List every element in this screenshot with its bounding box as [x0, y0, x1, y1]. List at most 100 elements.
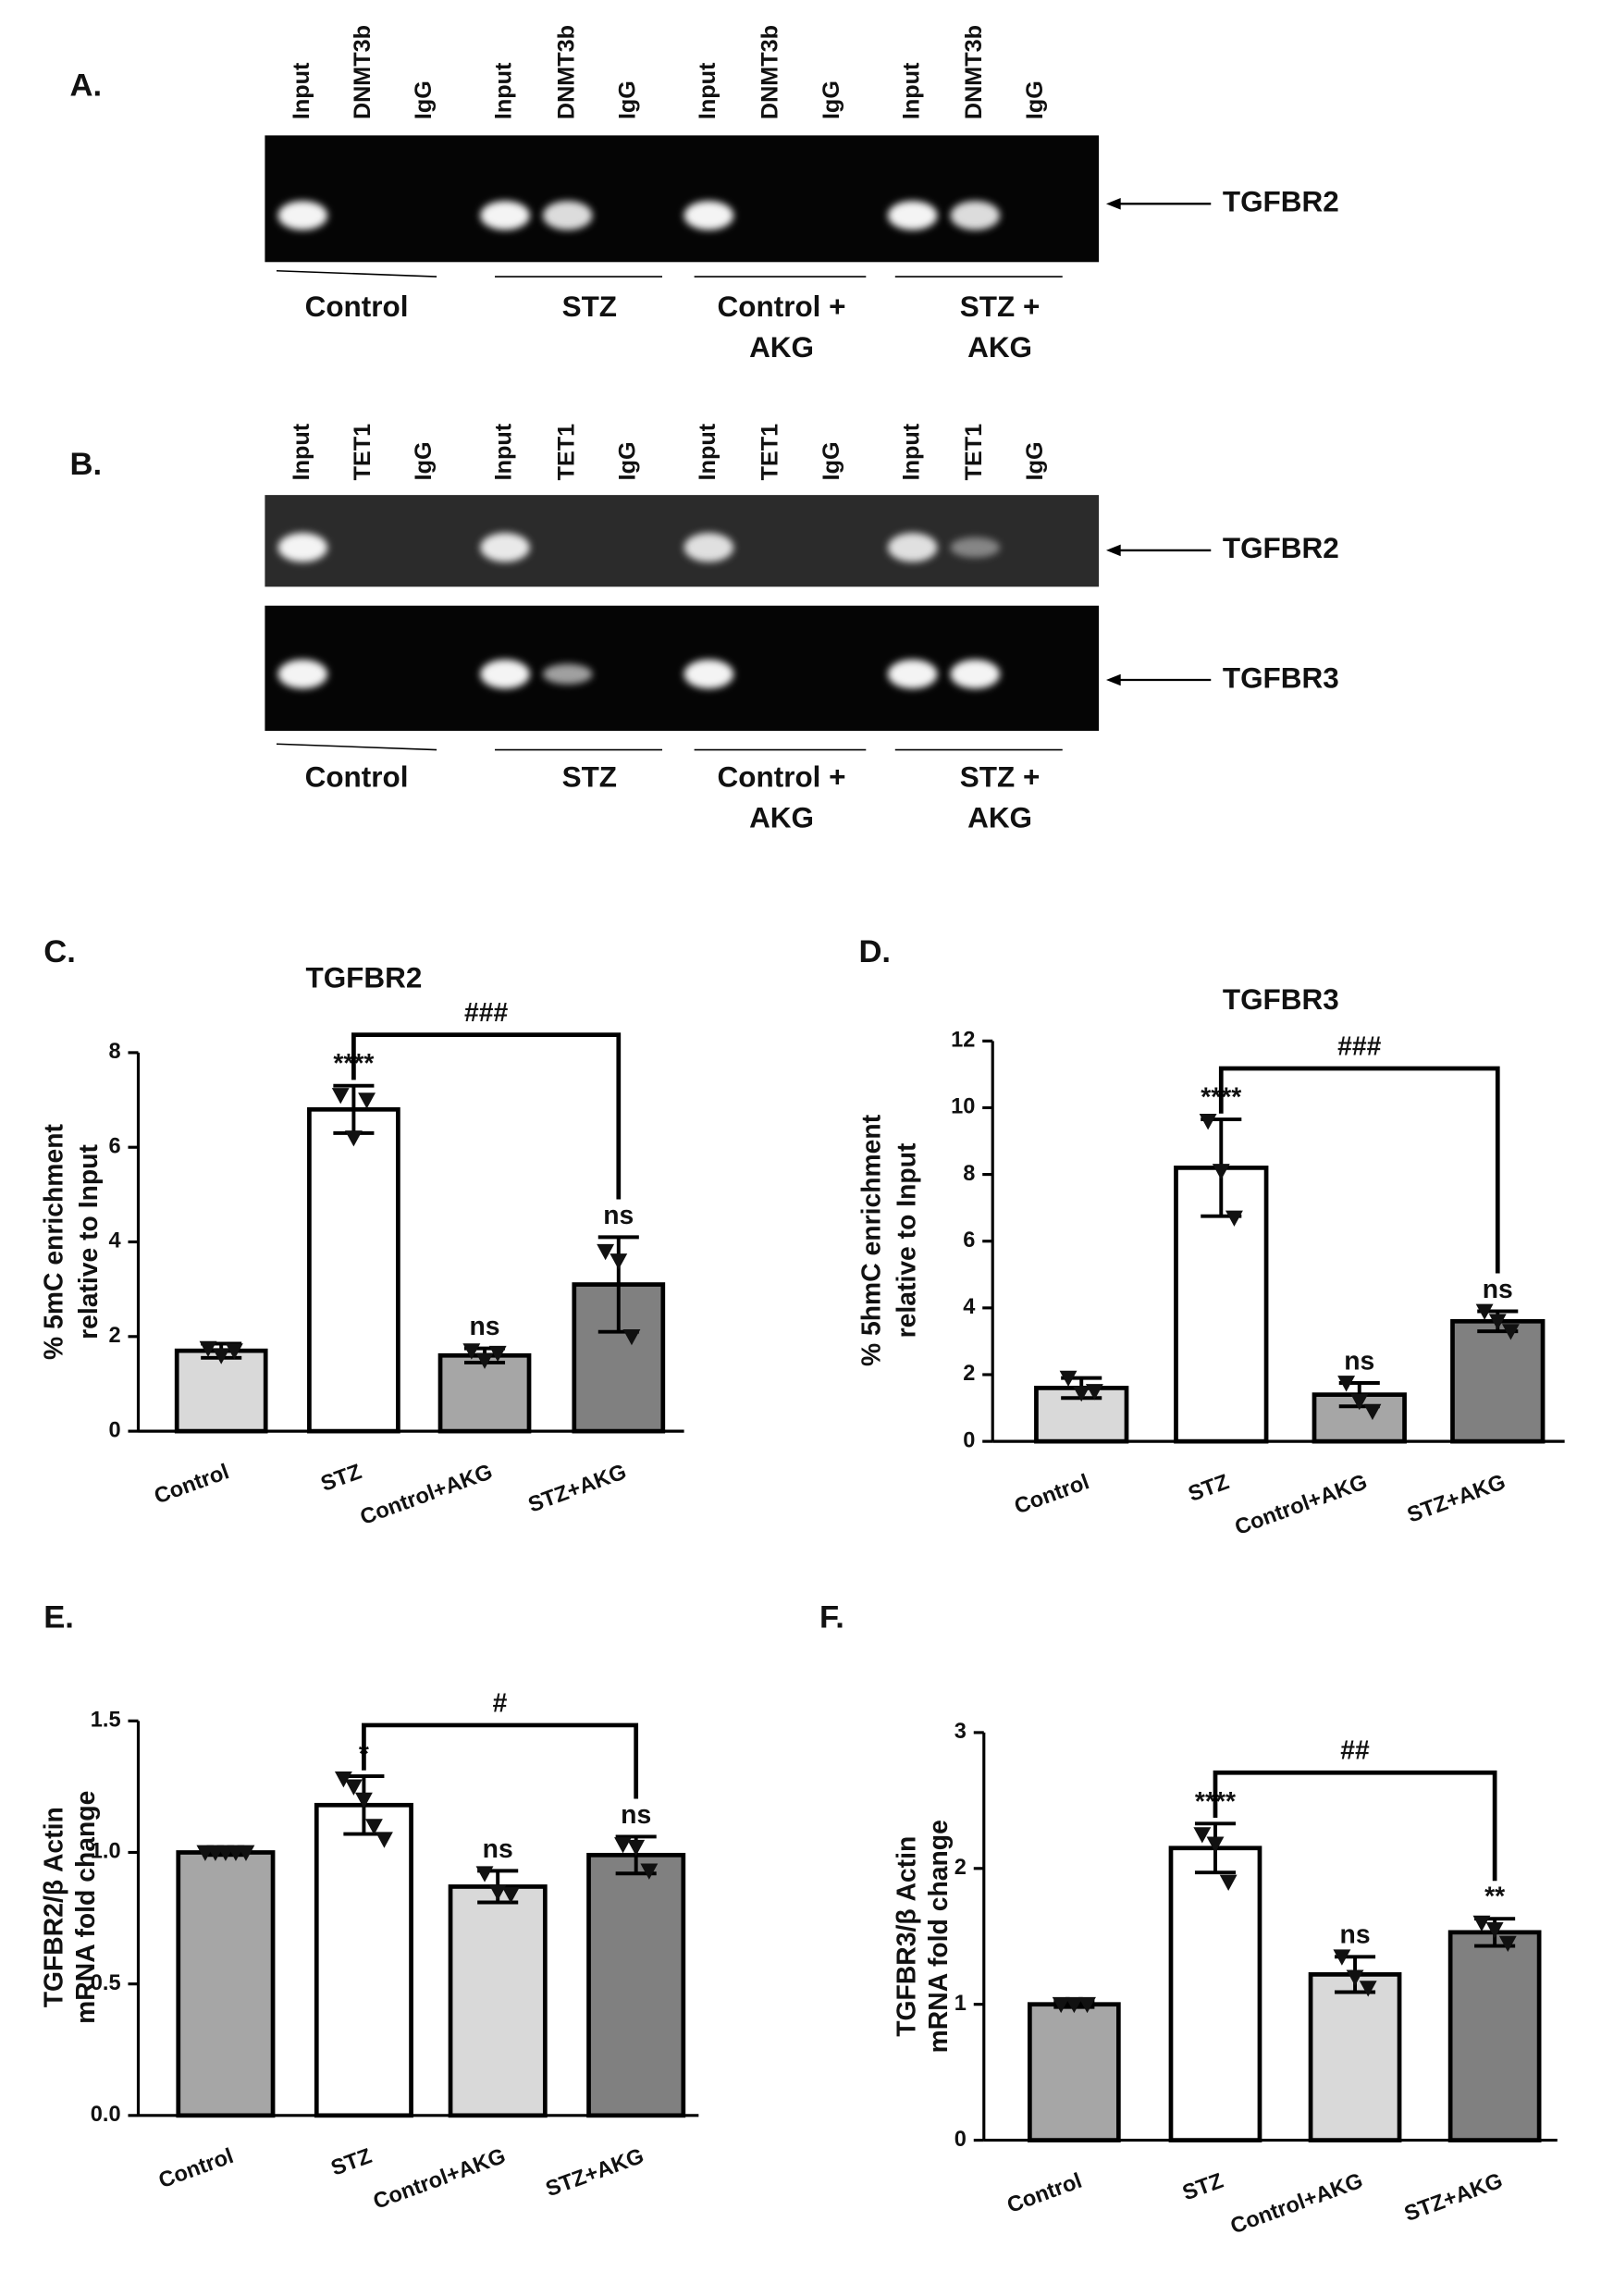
data-point — [1078, 1996, 1096, 2014]
lane-label: Input — [289, 62, 314, 119]
bar — [1447, 1930, 1542, 2142]
chart-title: TGFBR2 — [305, 962, 422, 994]
data-point — [597, 1243, 615, 1261]
lane-label: Input — [898, 62, 924, 119]
significance-label: ns — [1340, 1920, 1371, 1950]
data-point — [475, 1352, 494, 1369]
y-tick-label: 0 — [954, 2128, 967, 2152]
panel-label: E. — [43, 1599, 74, 1635]
data-point — [1085, 1384, 1103, 1401]
arrow-head — [1105, 673, 1121, 686]
significance-label: ns — [603, 1201, 634, 1230]
gel-band — [542, 663, 593, 685]
data-point — [344, 1130, 363, 1147]
data-point — [488, 1345, 507, 1363]
gel-band — [950, 659, 1001, 689]
data-point — [627, 1839, 646, 1857]
x-tick-label: STZ+AKG — [1401, 2169, 1506, 2227]
y-axis-label: relative to Input — [892, 1142, 921, 1338]
y-axis-label: % 5hmC enrichment — [857, 1114, 887, 1366]
data-point — [1065, 1996, 1083, 2014]
data-point — [225, 1343, 243, 1360]
data-point — [622, 1328, 641, 1346]
data-point — [1501, 1324, 1520, 1340]
panel-label: F. — [819, 1599, 844, 1635]
lane-label: IgG — [819, 80, 844, 119]
y-tick-label: 2 — [954, 1856, 967, 1880]
x-tick-label: Control — [152, 1460, 233, 1509]
y-tick-label: 0.5 — [91, 1971, 121, 1995]
y-axis-label: TGFBR2/β Actin — [39, 1807, 68, 2007]
y-tick-label: 4 — [963, 1295, 975, 1319]
arrow-head — [1105, 544, 1121, 557]
group-line — [276, 269, 437, 278]
bracket — [1218, 1066, 1500, 1274]
y-axis-label: mRNA fold change — [71, 1791, 101, 2024]
y-tick-label: 1 — [954, 1992, 967, 2016]
lane-label: Input — [289, 423, 314, 480]
gel-band — [480, 659, 530, 689]
data-point — [1219, 1874, 1238, 1891]
panel-label: B. — [70, 447, 103, 482]
data-point — [1337, 1376, 1356, 1392]
data-point — [1212, 1164, 1230, 1180]
bracket — [351, 1032, 622, 1200]
group-label: Control + — [718, 290, 846, 323]
panel-label: C. — [43, 934, 76, 969]
group-label: STZ — [562, 290, 617, 323]
data-point — [1363, 1403, 1382, 1421]
bracket — [1213, 1770, 1497, 1882]
gel-band — [277, 659, 328, 689]
bracket — [362, 1722, 639, 1799]
significance-label: ns — [469, 1312, 499, 1341]
x-tick-label: STZ+AKG — [1404, 1470, 1509, 1527]
data-point — [1052, 1996, 1070, 2014]
data-point — [375, 1832, 393, 1848]
group-label: AKG — [749, 331, 814, 364]
data-point — [354, 1792, 373, 1809]
y-tick-label: 1.0 — [91, 1840, 121, 1864]
lane-label: Input — [695, 62, 720, 119]
bar — [1308, 1972, 1402, 2142]
y-axis-label: relative to Input — [74, 1144, 104, 1339]
target-label: TGFBR3 — [1223, 661, 1339, 694]
gel-band — [887, 533, 938, 562]
gel-band — [684, 659, 734, 689]
x-tick-label: Control — [1004, 2169, 1086, 2218]
x-tick-label: Control+AKG — [1232, 1470, 1371, 1540]
lane-label: Input — [898, 423, 924, 480]
gel-band — [950, 201, 1001, 230]
data-point — [1206, 1836, 1225, 1853]
lane-label: Input — [491, 62, 517, 119]
gel-band — [277, 533, 328, 562]
data-point — [1199, 1114, 1217, 1130]
gel-band — [887, 659, 938, 689]
gel-band — [684, 533, 734, 562]
significance-label: ** — [1484, 1882, 1505, 1912]
lane-label: IgG — [614, 441, 640, 480]
data-point — [501, 1887, 520, 1904]
lane-label: Input — [491, 423, 517, 480]
data-point — [1225, 1210, 1243, 1227]
bar — [1168, 1845, 1262, 2142]
data-point — [640, 1863, 659, 1880]
group-label: AKG — [967, 801, 1032, 833]
bar — [314, 1802, 413, 2118]
x-tick-label: STZ+AKG — [543, 2144, 647, 2202]
arrow-head — [1105, 198, 1121, 210]
data-point — [1193, 1827, 1212, 1844]
bar — [448, 1884, 548, 2118]
lane-label: DNMT3b — [757, 25, 783, 119]
data-point — [488, 1884, 507, 1901]
data-point — [1472, 1915, 1491, 1932]
x-tick-label: Control — [1012, 1470, 1093, 1519]
y-axis-label: mRNA fold change — [924, 1820, 954, 2053]
bar — [176, 1850, 276, 2118]
data-point — [334, 1771, 352, 1788]
panel-label: A. — [70, 68, 103, 104]
gel-band — [480, 533, 530, 562]
data-point — [1350, 1393, 1369, 1411]
group-label: AKG — [749, 801, 814, 833]
group-label: Control — [305, 760, 409, 793]
